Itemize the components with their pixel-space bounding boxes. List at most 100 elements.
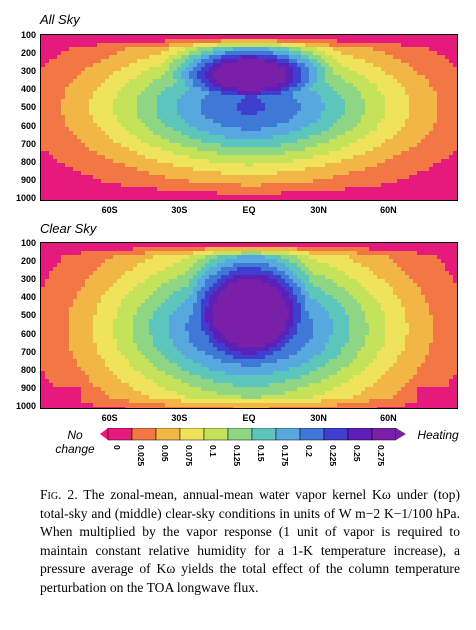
heatmap-cell	[137, 143, 141, 147]
heatmap-cell	[317, 79, 321, 83]
heatmap-cell	[237, 187, 241, 191]
heatmap-cell	[329, 139, 333, 143]
heatmap-cell	[69, 195, 73, 199]
heatmap-cell	[77, 107, 81, 111]
heatmap-cell	[429, 259, 433, 263]
heatmap-cell	[249, 87, 253, 91]
heatmap-cell	[281, 59, 285, 63]
heatmap-cell	[453, 171, 457, 175]
heatmap-cell	[193, 83, 197, 87]
heatmap-cell	[253, 191, 257, 195]
heatmap-cell	[377, 79, 381, 83]
heatmap-cell	[449, 139, 453, 143]
heatmap-cell	[309, 95, 313, 99]
heatmap-cell	[101, 123, 105, 127]
heatmap-cell	[141, 183, 145, 187]
heatmap-cell	[257, 75, 261, 79]
heatmap-cell	[309, 127, 313, 131]
heatmap-cell	[117, 175, 121, 179]
heatmap-cell	[177, 155, 181, 159]
heatmap-cell	[53, 247, 57, 251]
heatmap-cell	[353, 131, 357, 135]
heatmap-cell	[369, 143, 373, 147]
heatmap-cell	[261, 243, 265, 247]
heatmap-cell	[85, 103, 89, 107]
heatmap-cell	[169, 55, 173, 59]
heatmap-cell	[301, 167, 305, 171]
heatmap-cell	[137, 63, 141, 67]
heatmap-cell	[73, 79, 77, 83]
heatmap-cell	[205, 51, 209, 55]
heatmap-cell	[253, 35, 257, 39]
heatmap-cell	[189, 187, 193, 191]
heatmap-cell	[373, 71, 377, 75]
heatmap-cell	[101, 55, 105, 59]
heatmap-cell	[93, 163, 97, 167]
heatmap-cell	[181, 39, 185, 43]
heatmap-cell	[329, 39, 333, 43]
heatmap-cell	[81, 159, 85, 163]
heatmap-cell	[141, 167, 145, 171]
heatmap-cell	[201, 175, 205, 179]
heatmap-cell	[113, 127, 117, 131]
heatmap-cell	[365, 187, 369, 191]
heatmap-cell	[45, 131, 49, 135]
heatmap-cell	[57, 43, 61, 47]
heatmap-cell	[241, 143, 245, 147]
heatmap-cell	[137, 175, 141, 179]
heatmap-cell	[349, 143, 353, 147]
heatmap-cell	[453, 151, 457, 155]
heatmap-cell	[433, 111, 437, 115]
heatmap-cell	[145, 175, 149, 179]
heatmap-cell	[201, 127, 205, 131]
heatmap-cell	[301, 195, 305, 199]
heatmap-cell	[217, 91, 221, 95]
heatmap-cell	[117, 55, 121, 59]
heatmap-cell	[189, 163, 193, 167]
heatmap-cell	[301, 91, 305, 95]
heatmap-cell	[213, 167, 217, 171]
heatmap-cell	[229, 131, 233, 135]
heatmap-cell	[289, 155, 293, 159]
heatmap-cell	[197, 79, 201, 83]
heatmap-cell	[57, 151, 61, 155]
heatmap-cell	[453, 103, 457, 107]
heatmap-cell	[281, 171, 285, 175]
heatmap-cell	[265, 139, 269, 143]
heatmap-cell	[225, 131, 229, 135]
heatmap-cell	[361, 183, 365, 187]
heatmap-cell	[389, 99, 393, 103]
heatmap-cell	[333, 167, 337, 171]
heatmap-cell	[293, 243, 297, 247]
heatmap-cell	[49, 75, 53, 79]
heatmap-cell	[349, 43, 353, 47]
heatmap-cell	[177, 191, 181, 195]
heatmap-cell	[85, 151, 89, 155]
heatmap-cell	[141, 147, 145, 151]
heatmap-cell	[349, 163, 353, 167]
heatmap-cell	[49, 131, 53, 135]
heatmap-cell	[249, 39, 253, 43]
heatmap-cell	[289, 67, 293, 71]
heatmap-cell	[81, 63, 85, 67]
heatmap-cell	[265, 107, 269, 111]
heatmap-cell	[441, 111, 445, 115]
heatmap-cell	[293, 91, 297, 95]
heatmap-cell	[177, 115, 181, 119]
x-tick-label: 30N	[310, 205, 327, 215]
heatmap-cell	[69, 155, 73, 159]
heatmap-cell	[285, 43, 289, 47]
heatmap-cell	[125, 167, 129, 171]
heatmap-cell	[261, 107, 265, 111]
heatmap-cell	[145, 179, 149, 183]
heatmap-cell	[437, 255, 441, 259]
heatmap-cell	[397, 71, 401, 75]
heatmap-cell	[73, 111, 77, 115]
heatmap-cell	[45, 187, 49, 191]
heatmap-cell	[185, 251, 189, 255]
heatmap-cell	[69, 131, 73, 135]
heatmap-cell	[129, 43, 133, 47]
heatmap-cell	[245, 87, 249, 91]
heatmap-cell	[445, 135, 449, 139]
heatmap-cell	[433, 259, 437, 263]
